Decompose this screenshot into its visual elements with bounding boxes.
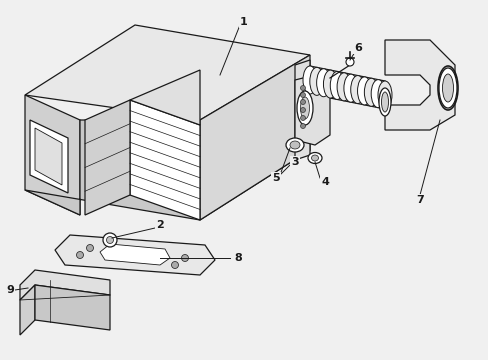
Polygon shape <box>200 55 309 220</box>
Text: 5: 5 <box>272 173 279 183</box>
Polygon shape <box>35 285 110 330</box>
Ellipse shape <box>316 69 330 97</box>
Ellipse shape <box>300 97 309 119</box>
Ellipse shape <box>329 71 344 99</box>
Circle shape <box>171 261 178 269</box>
Polygon shape <box>55 235 215 275</box>
Polygon shape <box>294 75 329 145</box>
Ellipse shape <box>370 80 385 108</box>
Polygon shape <box>130 70 200 125</box>
Polygon shape <box>25 25 309 120</box>
Text: 4: 4 <box>321 177 328 187</box>
Text: 6: 6 <box>353 43 361 53</box>
Circle shape <box>300 123 305 129</box>
Polygon shape <box>20 270 110 300</box>
Ellipse shape <box>311 155 318 161</box>
Text: 2: 2 <box>156 220 163 230</box>
Polygon shape <box>294 60 309 160</box>
Circle shape <box>300 116 305 121</box>
Circle shape <box>346 58 353 66</box>
Text: 3: 3 <box>290 157 298 167</box>
Ellipse shape <box>381 92 387 112</box>
Ellipse shape <box>357 77 371 105</box>
Polygon shape <box>130 100 200 220</box>
Polygon shape <box>20 285 35 335</box>
Text: 1: 1 <box>240 17 247 27</box>
Polygon shape <box>85 100 130 215</box>
Ellipse shape <box>343 74 357 102</box>
Polygon shape <box>100 244 170 265</box>
Circle shape <box>300 99 305 104</box>
Circle shape <box>300 85 305 90</box>
Ellipse shape <box>378 88 390 116</box>
Ellipse shape <box>303 66 316 94</box>
Ellipse shape <box>285 138 304 152</box>
Circle shape <box>181 255 188 261</box>
Polygon shape <box>35 128 62 185</box>
Text: 9: 9 <box>6 285 14 295</box>
Ellipse shape <box>364 78 378 106</box>
Ellipse shape <box>296 91 312 125</box>
Text: 7: 7 <box>415 195 423 205</box>
Ellipse shape <box>336 73 350 101</box>
Ellipse shape <box>307 153 321 163</box>
Circle shape <box>300 108 305 112</box>
Polygon shape <box>25 95 80 215</box>
Text: 8: 8 <box>234 253 242 263</box>
Circle shape <box>76 252 83 258</box>
Polygon shape <box>384 40 454 130</box>
Circle shape <box>103 233 117 247</box>
Circle shape <box>300 93 305 98</box>
Polygon shape <box>30 120 68 193</box>
Circle shape <box>86 244 93 252</box>
Polygon shape <box>25 120 309 220</box>
Ellipse shape <box>309 67 323 95</box>
Ellipse shape <box>442 74 452 102</box>
Ellipse shape <box>438 68 456 108</box>
Ellipse shape <box>323 70 337 98</box>
Ellipse shape <box>289 141 299 149</box>
Ellipse shape <box>350 76 364 104</box>
Circle shape <box>106 237 113 243</box>
Ellipse shape <box>377 81 391 109</box>
